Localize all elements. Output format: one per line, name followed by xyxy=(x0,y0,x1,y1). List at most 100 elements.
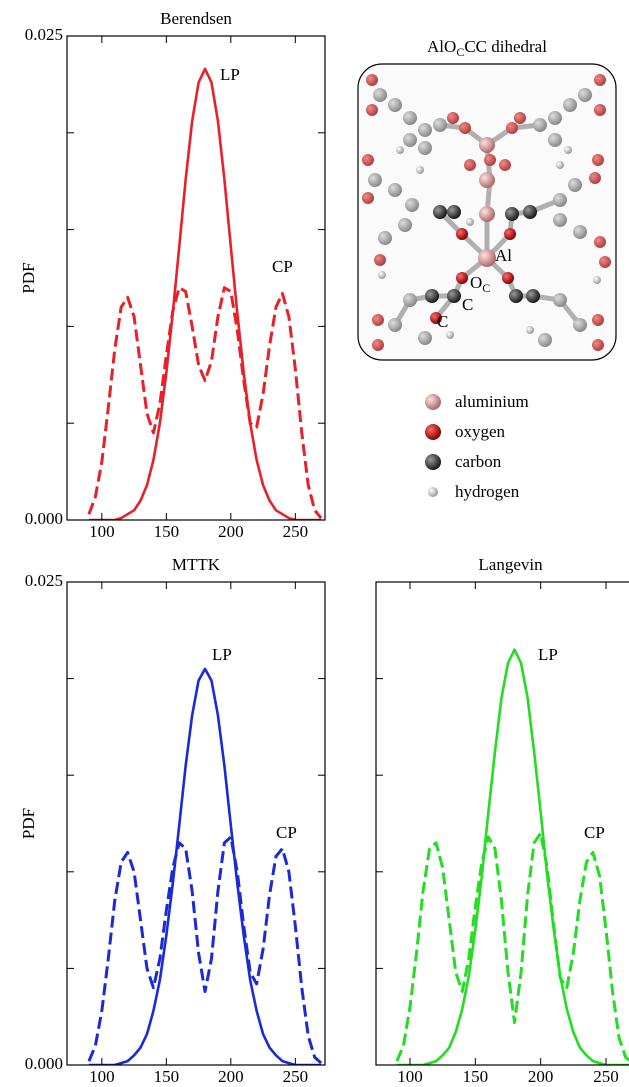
atom xyxy=(479,137,495,153)
atom xyxy=(433,118,447,132)
atom-label-text: C xyxy=(437,312,448,331)
title-part: AlO xyxy=(427,37,456,56)
y-tick-label: 0.000 xyxy=(25,1054,63,1073)
atom xyxy=(403,133,417,147)
x-tick-label: 200 xyxy=(528,1067,554,1086)
x-tick-label: 200 xyxy=(218,522,244,541)
atom xyxy=(514,112,526,124)
figure: AlOCCC dihedral Al OC C C aluminium oxyg… xyxy=(0,0,629,1087)
atom xyxy=(509,289,523,303)
atom xyxy=(504,228,516,240)
atom xyxy=(378,231,392,245)
atom xyxy=(418,331,432,345)
atom-label-text: O xyxy=(470,273,482,292)
atom-label: C xyxy=(462,295,473,314)
series-annotation: LP xyxy=(212,645,232,664)
y-tick-label: 0.025 xyxy=(25,25,63,44)
x-tick-label: 250 xyxy=(283,1067,309,1086)
atom-label-text: Al xyxy=(495,246,512,265)
x-tick-label: 200 xyxy=(218,1067,244,1086)
atom xyxy=(505,207,519,221)
x-tick-label: 250 xyxy=(283,522,309,541)
atom xyxy=(403,293,417,307)
atom xyxy=(378,271,386,279)
series-line xyxy=(89,669,321,1065)
atom xyxy=(373,88,387,102)
atom xyxy=(594,236,606,248)
series-annotation: CP xyxy=(584,823,605,842)
atom xyxy=(573,225,587,239)
atom xyxy=(564,146,572,154)
atom xyxy=(372,314,384,326)
atom xyxy=(573,318,587,332)
atom-label-text: C xyxy=(462,295,473,314)
atom xyxy=(418,123,432,137)
atom xyxy=(374,254,386,266)
chart-title: MTTK xyxy=(172,555,221,574)
atom-label-subscript: C xyxy=(482,281,490,295)
series-annotation: CP xyxy=(276,823,297,842)
x-tick-label: 100 xyxy=(89,1067,115,1086)
atom xyxy=(553,293,567,307)
atom xyxy=(499,159,511,171)
atom xyxy=(362,192,374,204)
atom xyxy=(433,205,447,219)
y-axis-label: PDF xyxy=(19,808,38,839)
atom-label: C xyxy=(437,312,448,331)
atom xyxy=(594,74,606,86)
atom xyxy=(478,249,496,267)
atom xyxy=(484,154,496,166)
atom xyxy=(466,218,474,226)
title-part: CC dihedral xyxy=(464,37,547,56)
legend-label: carbon xyxy=(455,452,502,471)
atom xyxy=(589,172,601,184)
series-line xyxy=(89,288,321,518)
y-axis-label: PDF xyxy=(19,262,38,293)
atom xyxy=(594,104,606,116)
atom xyxy=(388,318,402,332)
atom xyxy=(592,339,604,351)
atom xyxy=(362,154,374,166)
atom xyxy=(398,218,412,232)
series-annotation: CP xyxy=(272,257,293,276)
atom xyxy=(456,272,468,284)
series-line xyxy=(397,833,629,1063)
atom xyxy=(538,333,552,347)
atom xyxy=(388,183,402,197)
atom xyxy=(479,172,495,188)
legend-swatch xyxy=(428,487,438,497)
atom xyxy=(446,331,454,339)
atom xyxy=(593,276,601,284)
chart-title: Langevin xyxy=(478,555,543,574)
atom xyxy=(372,339,384,351)
atom xyxy=(592,314,604,326)
atom xyxy=(578,88,592,102)
atom xyxy=(459,122,471,134)
atom xyxy=(568,178,582,192)
atom xyxy=(506,122,518,134)
series-line xyxy=(89,837,321,1063)
atom xyxy=(563,98,577,112)
legend-swatch xyxy=(425,454,441,470)
atom xyxy=(548,111,562,125)
atom xyxy=(599,256,611,268)
atom xyxy=(523,205,537,219)
axes-frame xyxy=(67,36,325,520)
atom xyxy=(416,166,424,174)
atom xyxy=(366,74,378,86)
y-tick-label: 0.025 xyxy=(25,571,63,590)
atom xyxy=(464,159,476,171)
diagram-title: AlOCCC dihedral xyxy=(427,37,547,59)
legend-label: aluminium xyxy=(455,392,529,411)
atom xyxy=(526,326,534,334)
chart-title: Berendsen xyxy=(160,9,232,28)
atom xyxy=(533,118,547,132)
legend-label: oxygen xyxy=(455,422,506,441)
atom xyxy=(405,198,419,212)
series-annotation: LP xyxy=(538,645,558,664)
atom xyxy=(553,213,567,227)
title-subscript: C xyxy=(456,45,464,59)
atom xyxy=(556,161,564,169)
atom xyxy=(425,289,439,303)
legend-swatch xyxy=(425,394,441,410)
